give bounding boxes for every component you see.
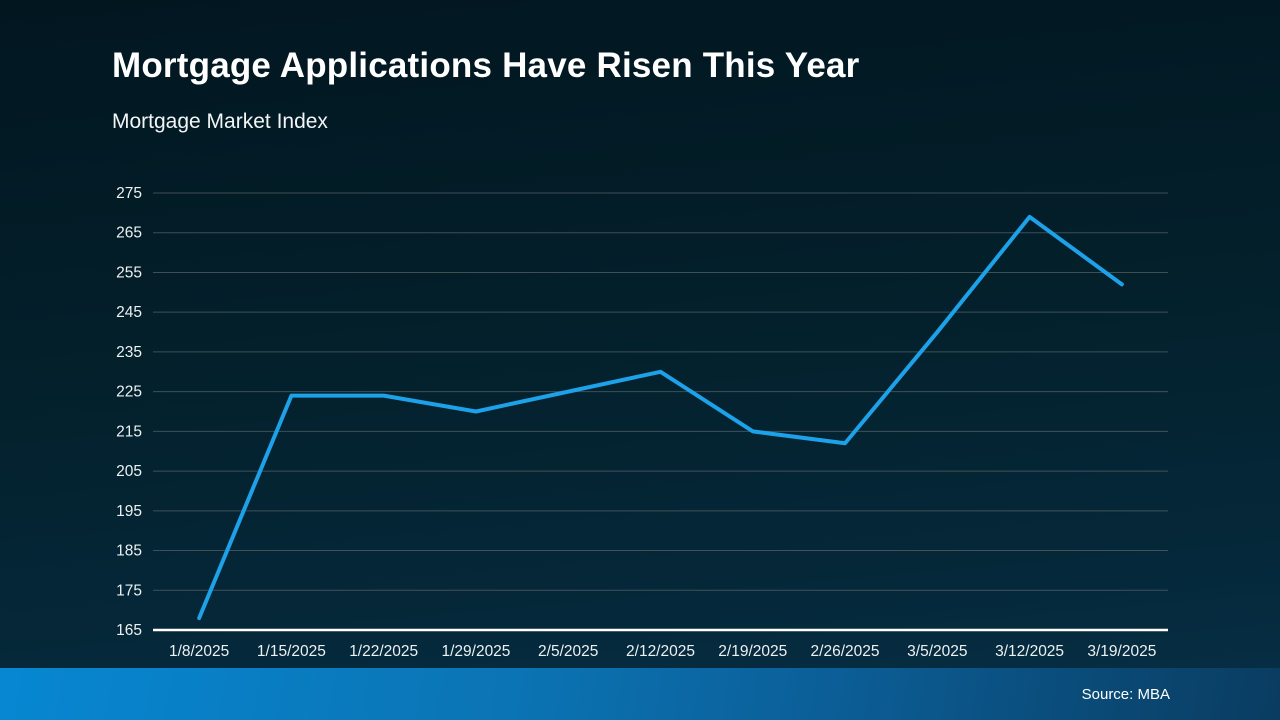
y-tick-label: 165 bbox=[116, 622, 142, 639]
x-tick-label: 2/19/2025 bbox=[718, 643, 787, 660]
y-tick-label: 205 bbox=[116, 463, 142, 480]
source-label: Source: MBA bbox=[1081, 685, 1170, 703]
x-tick-label: 3/12/2025 bbox=[995, 643, 1064, 660]
x-tick-label: 1/8/2025 bbox=[169, 643, 229, 660]
x-tick-label: 1/22/2025 bbox=[349, 643, 418, 660]
y-tick-label: 275 bbox=[116, 185, 142, 202]
y-tick-label: 215 bbox=[116, 423, 142, 440]
y-tick-label: 235 bbox=[116, 344, 142, 361]
chart-title: Mortgage Applications Have Risen This Ye… bbox=[112, 46, 860, 85]
y-tick-label: 265 bbox=[116, 225, 142, 242]
y-tick-label: 175 bbox=[116, 582, 142, 599]
x-tick-label: 2/12/2025 bbox=[626, 643, 695, 660]
y-tick-label: 255 bbox=[116, 264, 142, 281]
y-tick-label: 185 bbox=[116, 543, 142, 560]
chart-subtitle: Mortgage Market Index bbox=[112, 110, 328, 133]
y-tick-label: 195 bbox=[116, 503, 142, 520]
x-tick-label: 2/26/2025 bbox=[811, 643, 880, 660]
y-tick-label: 245 bbox=[116, 304, 142, 321]
x-tick-label: 2/5/2025 bbox=[538, 643, 598, 660]
x-tick-label: 1/29/2025 bbox=[441, 643, 510, 660]
series-line bbox=[197, 214, 1124, 621]
x-tick-label: 3/5/2025 bbox=[907, 643, 967, 660]
x-tick-label: 3/19/2025 bbox=[1087, 643, 1156, 660]
footer-bar: Source: MBA bbox=[0, 668, 1280, 720]
y-tick-label: 225 bbox=[116, 384, 142, 401]
x-tick-label: 1/15/2025 bbox=[257, 643, 326, 660]
